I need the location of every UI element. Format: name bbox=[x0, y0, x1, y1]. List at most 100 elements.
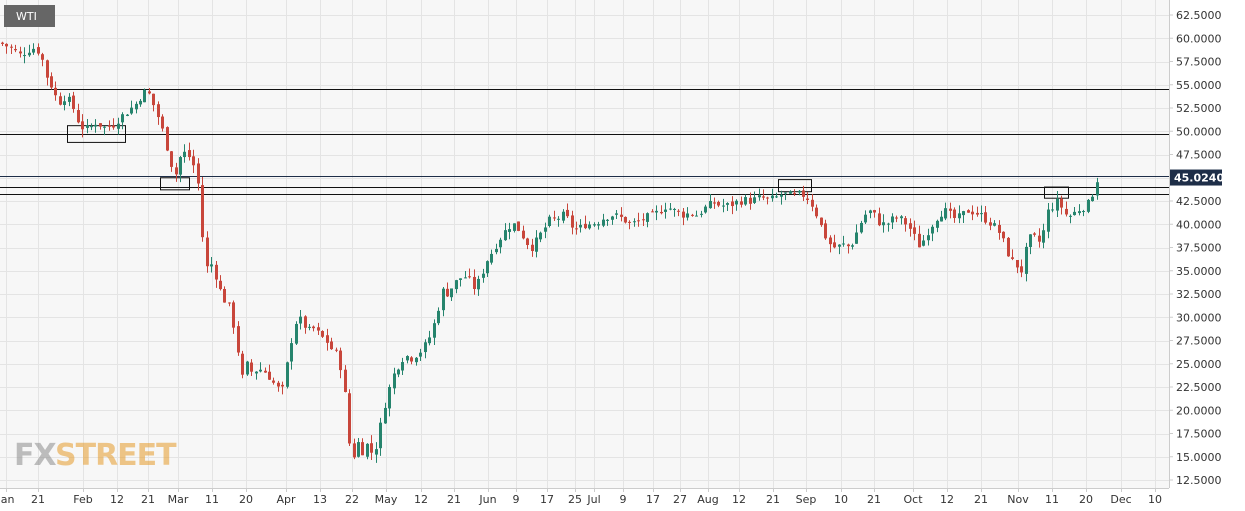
candle-body bbox=[1033, 233, 1036, 235]
y-tick-label: 22.5000 bbox=[1176, 381, 1222, 394]
candle-body bbox=[344, 369, 347, 392]
y-tick-label: 27.5000 bbox=[1176, 335, 1222, 348]
candle-body bbox=[873, 210, 876, 213]
x-tick-label: Sep bbox=[796, 493, 817, 506]
candle-body bbox=[406, 356, 409, 361]
candle-body bbox=[37, 47, 40, 54]
candle-body bbox=[388, 386, 391, 409]
candle-body bbox=[170, 151, 173, 167]
candle-body bbox=[223, 288, 226, 303]
candle-body bbox=[241, 353, 244, 375]
candle-body bbox=[201, 185, 204, 238]
candle-body bbox=[842, 243, 845, 245]
y-tick-label: 20.0000 bbox=[1176, 404, 1222, 417]
candle-body bbox=[161, 116, 164, 129]
candle-body bbox=[588, 224, 591, 229]
candle-body bbox=[909, 223, 912, 229]
candle-body bbox=[851, 245, 854, 247]
candle-body bbox=[944, 208, 947, 219]
candle-body bbox=[419, 352, 422, 357]
candle-body bbox=[295, 323, 298, 344]
candle-body bbox=[673, 208, 676, 210]
candle-body bbox=[980, 213, 983, 215]
x-tick-label: Oct bbox=[903, 493, 923, 506]
candle-body bbox=[984, 212, 987, 223]
candle-body bbox=[121, 114, 124, 123]
candle-body bbox=[428, 337, 431, 344]
candle-body bbox=[700, 213, 703, 215]
candle-body bbox=[437, 310, 440, 324]
candle-body bbox=[277, 382, 280, 387]
candle-body bbox=[544, 227, 547, 232]
candle-body bbox=[1020, 266, 1023, 273]
candle-body bbox=[998, 224, 1001, 233]
candle-body bbox=[286, 362, 289, 387]
candle-body bbox=[86, 125, 89, 128]
candle-body bbox=[735, 200, 738, 205]
candle-body bbox=[869, 210, 872, 214]
x-tick-label: Jun bbox=[478, 493, 496, 506]
x-tick-label: 10 bbox=[1148, 493, 1162, 506]
candle-body bbox=[455, 280, 458, 290]
grid bbox=[0, 0, 1169, 488]
y-tick-label: 62.5000 bbox=[1176, 9, 1222, 22]
x-tick-label: 13 bbox=[313, 493, 327, 506]
candle-body bbox=[268, 371, 271, 380]
candle-body bbox=[971, 211, 974, 215]
candle-body bbox=[762, 196, 765, 198]
watermark-logo: FX STREET bbox=[14, 438, 178, 473]
candle-body bbox=[709, 200, 712, 209]
candle-body bbox=[895, 217, 898, 219]
candle-body bbox=[539, 232, 542, 240]
candle-body bbox=[1025, 246, 1028, 274]
candle-body bbox=[531, 244, 534, 252]
candle-body bbox=[753, 197, 756, 203]
candle-body bbox=[72, 95, 75, 110]
candle-body bbox=[1011, 257, 1014, 259]
x-tick-label: 21 bbox=[141, 493, 155, 506]
candle-body bbox=[1078, 211, 1081, 214]
candle-body bbox=[624, 216, 627, 223]
candle-body bbox=[815, 207, 818, 217]
candle-body bbox=[571, 215, 574, 228]
candle-body bbox=[838, 244, 841, 247]
x-tick-label: 9 bbox=[513, 493, 520, 506]
candle-body bbox=[722, 205, 725, 207]
last-price-label: 45.0240 bbox=[1170, 169, 1224, 186]
candle-body bbox=[157, 104, 160, 118]
candle-body bbox=[962, 211, 965, 216]
candle-body bbox=[976, 212, 979, 215]
candle-body bbox=[989, 222, 992, 226]
svg-text:STREET: STREET bbox=[55, 438, 177, 473]
y-tick-label: 35.0000 bbox=[1176, 265, 1222, 278]
candle-body bbox=[833, 242, 836, 248]
candle-body bbox=[482, 273, 485, 278]
x-tick-label: 20 bbox=[239, 493, 253, 506]
x-tick-label: 21 bbox=[766, 493, 780, 506]
y-tick-label: 40.0000 bbox=[1176, 218, 1222, 231]
candle-body bbox=[99, 123, 102, 127]
chart-title: WTI bbox=[16, 10, 37, 23]
candle-body bbox=[606, 219, 609, 221]
candle-body bbox=[357, 442, 360, 457]
candle-body bbox=[321, 331, 324, 337]
candle-body bbox=[5, 43, 8, 47]
candle-body bbox=[504, 230, 507, 241]
candle-body bbox=[704, 206, 707, 213]
y-tick-label: 17.5000 bbox=[1176, 428, 1222, 441]
candle-body bbox=[936, 220, 939, 228]
candle-body bbox=[642, 219, 645, 221]
x-tick-label: 17 bbox=[540, 493, 554, 506]
candle-body bbox=[566, 209, 569, 217]
x-tick-label: May bbox=[375, 493, 398, 506]
candle-body bbox=[192, 156, 195, 166]
candle-body bbox=[775, 196, 778, 198]
y-tick-label: 52.5000 bbox=[1176, 102, 1222, 115]
x-tick-label: Feb bbox=[73, 493, 92, 506]
candle-body bbox=[135, 103, 138, 110]
candle-body bbox=[1029, 234, 1032, 248]
svg-text:FX: FX bbox=[14, 438, 56, 473]
candle-body bbox=[490, 253, 493, 263]
candle-body bbox=[847, 244, 850, 247]
